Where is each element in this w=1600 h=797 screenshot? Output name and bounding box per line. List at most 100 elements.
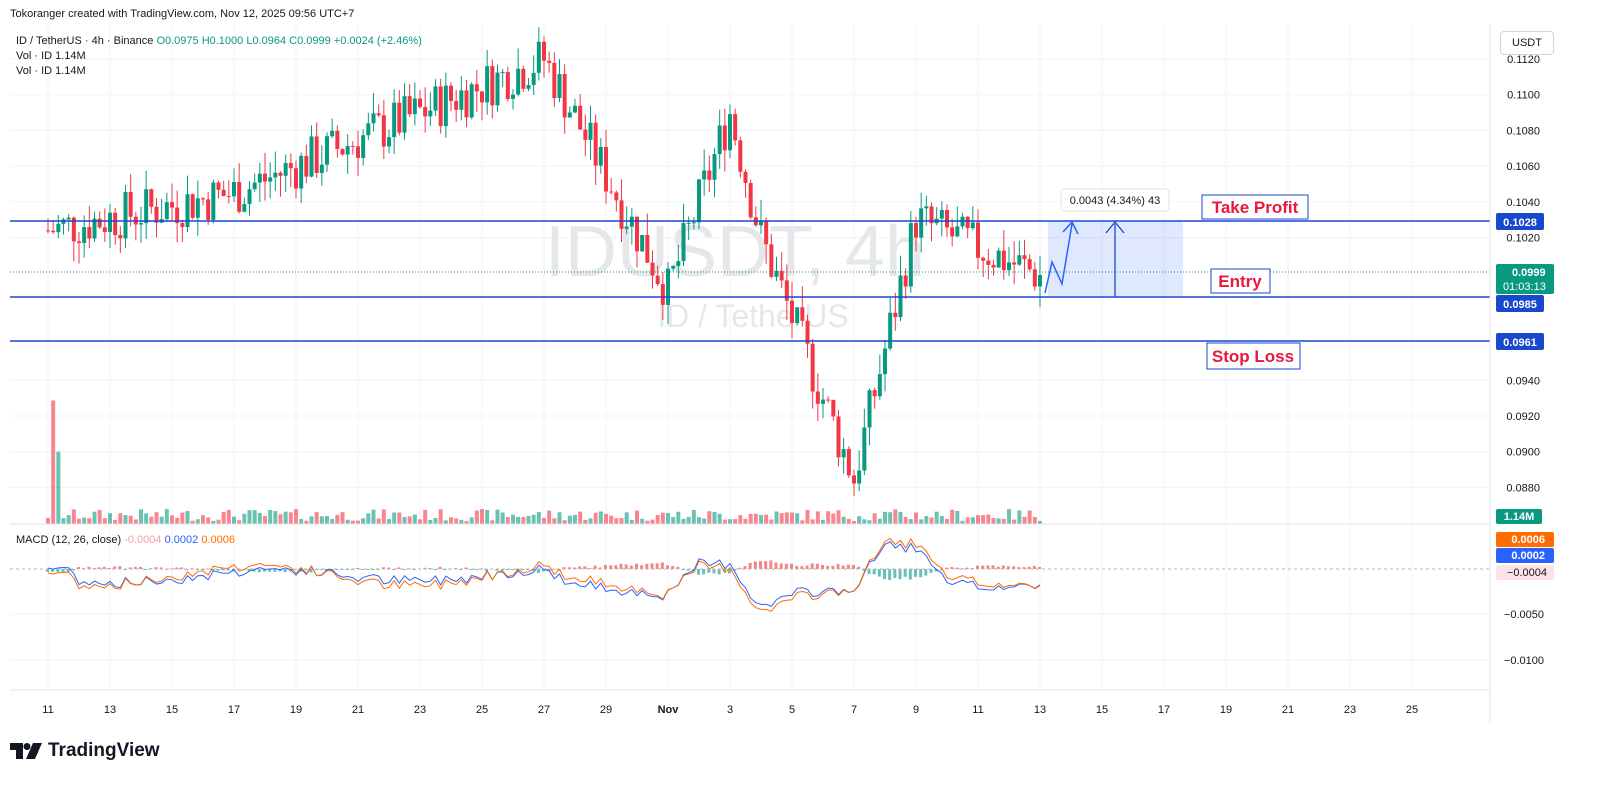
- volume-bar: [526, 516, 531, 524]
- macd-hist-bar: [784, 563, 788, 569]
- macd-hist-bar: [753, 561, 757, 569]
- candle-body: [976, 222, 980, 258]
- macd-hist-bar: [304, 569, 308, 571]
- candle-body: [836, 416, 841, 458]
- candle-body: [991, 264, 996, 268]
- volume-bar: [294, 509, 298, 524]
- volume-bar: [309, 516, 314, 524]
- macd-hist-bar: [567, 567, 571, 569]
- time-tick-label: 3: [727, 704, 733, 716]
- volume-bar: [800, 520, 805, 524]
- time-tick-label: 9: [913, 704, 919, 716]
- macd-title[interactable]: MACD (12, 26, close): [16, 534, 122, 546]
- volume-bar: [443, 520, 448, 524]
- macd-hist-bar: [356, 567, 359, 569]
- macd-hist-bar: [604, 564, 607, 569]
- volume-bar: [748, 513, 753, 524]
- macd-hist-bar: [139, 567, 142, 569]
- macd-hist-bar: [986, 565, 990, 569]
- volume-bar: [175, 517, 180, 524]
- macd-hist-bar: [273, 569, 277, 572]
- candle-body: [676, 261, 681, 266]
- candle-body: [154, 206, 159, 223]
- macd-hist-bar: [759, 561, 762, 569]
- take-profit-label-box: Take Profit: [1201, 194, 1309, 220]
- candle-body: [717, 125, 722, 155]
- macd-hist-bar: [583, 566, 587, 569]
- candle-body: [505, 72, 510, 99]
- macd-hist-bar: [87, 566, 91, 569]
- macd-hist-bar: [474, 569, 478, 570]
- macd-hist-bar: [469, 569, 473, 570]
- candle-body: [190, 194, 195, 218]
- currency-unit-button[interactable]: USDT: [1500, 31, 1554, 55]
- candle-body: [526, 85, 531, 89]
- macd-tick-label: −0.0050: [1504, 609, 1544, 621]
- volume-bar: [159, 516, 164, 524]
- volume-bar: [180, 512, 185, 524]
- candle-body: [547, 60, 552, 63]
- volume-tag: 1.14M: [1496, 509, 1542, 524]
- volume-bar: [738, 515, 743, 524]
- tradingview-logo[interactable]: TradingView: [10, 740, 160, 762]
- macd-hist-bar: [423, 567, 427, 569]
- volume-bar: [552, 518, 557, 524]
- candle-body: [790, 300, 794, 323]
- macd-hist-bar: [361, 569, 365, 570]
- candle-body: [464, 90, 469, 118]
- volume-bar: [144, 513, 149, 524]
- candle-body: [387, 137, 391, 147]
- candle-body: [536, 41, 541, 73]
- volume-bar: [1027, 510, 1032, 524]
- volume-bar: [299, 518, 304, 524]
- volume-bar: [660, 512, 665, 524]
- volume-bar: [304, 520, 309, 524]
- candle-body: [304, 155, 309, 177]
- volume-bar: [92, 511, 97, 524]
- candle-body: [469, 84, 474, 118]
- entry-price-tag: 0.0985: [1496, 295, 1544, 312]
- macd-hist-bar: [294, 569, 297, 570]
- candle-body: [970, 222, 975, 229]
- volume-bar: [821, 519, 825, 524]
- candle-body: [604, 146, 608, 192]
- candle-body: [128, 191, 133, 217]
- macd-hist-bar: [717, 569, 721, 575]
- volume-bar: [195, 519, 200, 524]
- volume-bar: [702, 518, 707, 524]
- macd-hist-bar: [1032, 565, 1036, 569]
- macd-hist-bar: [206, 568, 210, 570]
- candle-body: [175, 207, 180, 224]
- macd-hist-bar: [438, 566, 442, 569]
- volume-bar: [325, 515, 329, 524]
- volume-bar: [438, 509, 443, 524]
- macd-hist-bar: [666, 565, 669, 569]
- volume-bar: [97, 509, 102, 524]
- macd-legend: MACD (12, 26, close) -0.0004 0.0002 0.00…: [16, 534, 235, 546]
- candle-body: [671, 265, 676, 269]
- symbol-info[interactable]: ID / TetherUS · 4h · Binance: [16, 35, 154, 47]
- volume-bar: [836, 510, 841, 524]
- volume-bar: [614, 518, 619, 524]
- macd-hist-bar: [764, 561, 768, 569]
- candle-body: [288, 162, 293, 169]
- macd-hist-bar: [133, 566, 137, 569]
- candle-body: [449, 85, 453, 102]
- volume-bar: [883, 511, 887, 524]
- candle-body: [350, 145, 355, 147]
- volume-bar: [676, 511, 681, 524]
- candle-body: [986, 260, 991, 265]
- volume-bar: [542, 517, 546, 524]
- candle-body: [283, 162, 288, 176]
- volume-bar: [402, 516, 407, 524]
- macd-hist-bar: [681, 569, 685, 571]
- macd-hist-bar: [795, 565, 799, 569]
- macd-hist-bar: [614, 565, 618, 569]
- candle-body: [939, 209, 944, 219]
- entry-label-box: Entry: [1210, 268, 1271, 294]
- candle-body: [846, 448, 851, 476]
- volume-bar: [485, 510, 490, 524]
- candle-body: [779, 270, 784, 281]
- candle-body: [1007, 262, 1011, 271]
